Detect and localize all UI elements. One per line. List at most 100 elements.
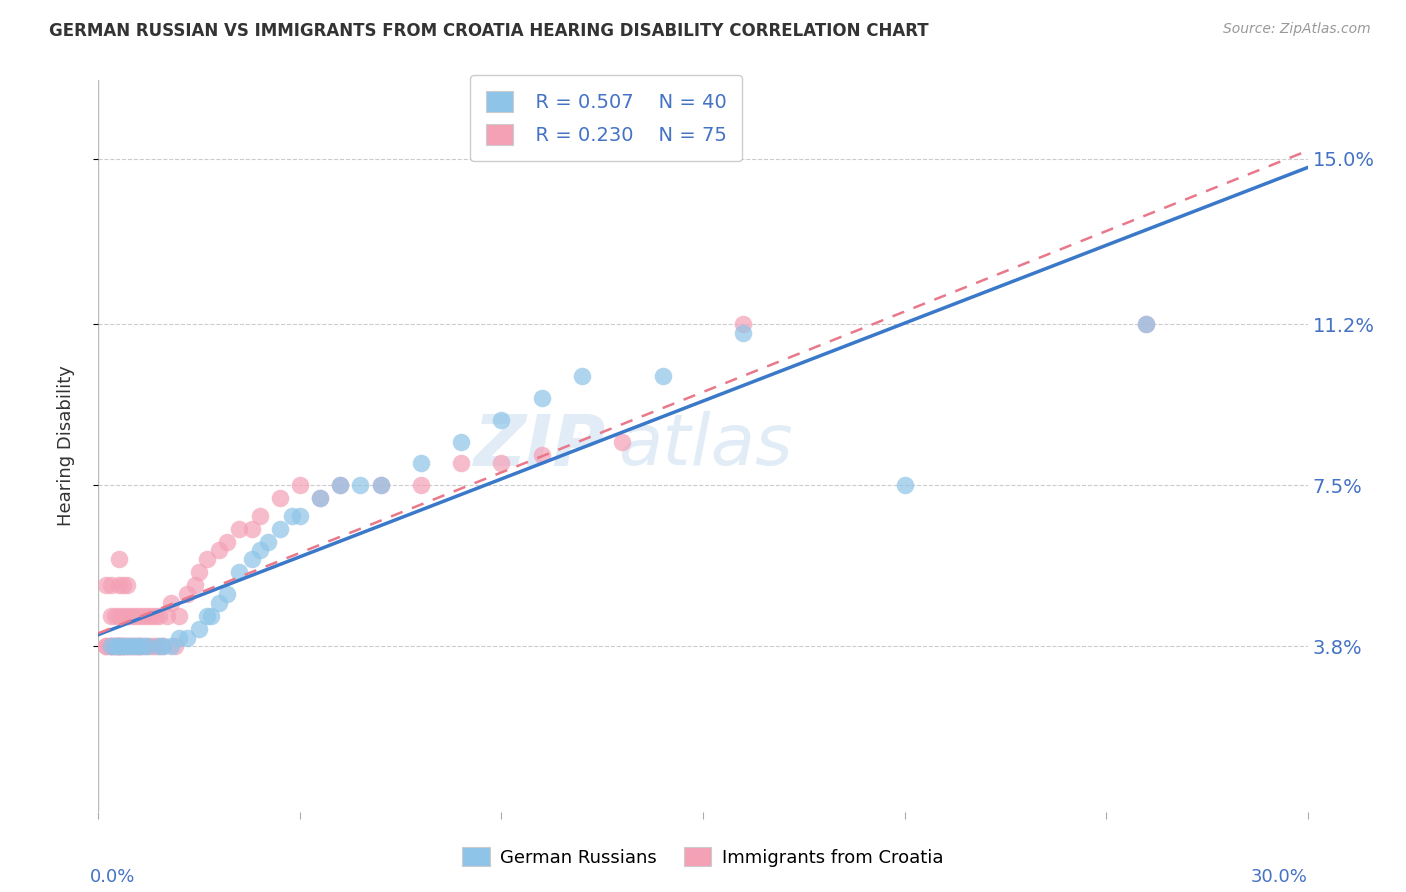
Point: [124, 640, 146, 654]
Point: [132, 640, 155, 654]
Point: [115, 608, 138, 623]
Point: [195, 552, 218, 566]
Point: [228, 522, 250, 536]
Point: [217, 587, 239, 601]
Point: [148, 608, 170, 623]
Point: [176, 631, 198, 645]
Point: [111, 640, 134, 654]
Point: [135, 640, 157, 654]
Point: [200, 608, 222, 623]
Point: [128, 640, 150, 654]
Point: [228, 566, 250, 580]
Point: [163, 640, 186, 654]
Point: [100, 578, 122, 592]
Point: [240, 552, 263, 566]
Point: [148, 640, 170, 654]
Point: [107, 552, 129, 566]
Point: [96, 578, 118, 592]
Point: [269, 491, 291, 506]
Point: [139, 640, 162, 654]
Point: [370, 478, 392, 492]
Point: [612, 434, 634, 449]
Point: [115, 578, 138, 592]
Point: [309, 491, 332, 506]
Point: [491, 413, 513, 427]
Point: [111, 608, 134, 623]
Point: [329, 478, 352, 492]
Point: [208, 596, 231, 610]
Point: [111, 640, 134, 654]
Point: [107, 578, 129, 592]
Point: [208, 543, 231, 558]
Point: [281, 508, 304, 523]
Point: [160, 640, 183, 654]
Point: [135, 640, 157, 654]
Point: [100, 608, 122, 623]
Point: [96, 640, 118, 654]
Point: [132, 608, 155, 623]
Point: [329, 478, 352, 492]
Point: [120, 640, 142, 654]
Point: [103, 640, 125, 654]
Point: [107, 640, 129, 654]
Point: [409, 457, 432, 471]
Point: [120, 640, 142, 654]
Point: [156, 608, 179, 623]
Point: [143, 608, 166, 623]
Point: [124, 640, 146, 654]
Point: [288, 478, 311, 492]
Point: [269, 522, 291, 536]
Point: [288, 508, 311, 523]
Point: [1135, 317, 1157, 331]
Point: [491, 457, 513, 471]
Point: [1135, 317, 1157, 331]
Point: [128, 640, 150, 654]
Point: [195, 608, 218, 623]
Text: GERMAN RUSSIAN VS IMMIGRANTS FROM CROATIA HEARING DISABILITY CORRELATION CHART: GERMAN RUSSIAN VS IMMIGRANTS FROM CROATI…: [49, 22, 929, 40]
Text: 0.0%: 0.0%: [90, 868, 136, 887]
Point: [107, 640, 129, 654]
Point: [103, 640, 125, 654]
Point: [160, 596, 183, 610]
Text: atlas: atlas: [619, 411, 793, 481]
Point: [100, 640, 122, 654]
Point: [370, 478, 392, 492]
Y-axis label: Hearing Disability: Hearing Disability: [56, 366, 75, 526]
Point: [103, 640, 125, 654]
Point: [450, 457, 472, 471]
Point: [450, 434, 472, 449]
Point: [115, 640, 138, 654]
Point: [124, 640, 146, 654]
Point: [96, 640, 118, 654]
Point: [107, 608, 129, 623]
Point: [152, 640, 174, 654]
Text: ZIP: ZIP: [474, 411, 606, 481]
Point: [107, 640, 129, 654]
Point: [128, 608, 150, 623]
Point: [128, 640, 150, 654]
Point: [530, 391, 553, 405]
Text: Source: ZipAtlas.com: Source: ZipAtlas.com: [1223, 22, 1371, 37]
Point: [111, 640, 134, 654]
Point: [128, 640, 150, 654]
Point: [100, 640, 122, 654]
Point: [152, 640, 174, 654]
Point: [132, 640, 155, 654]
Legend:   R = 0.507    N = 40,   R = 0.230    N = 75: R = 0.507 N = 40, R = 0.230 N = 75: [470, 75, 742, 161]
Text: 30.0%: 30.0%: [1251, 868, 1308, 887]
Point: [120, 608, 142, 623]
Point: [249, 508, 271, 523]
Legend: German Russians, Immigrants from Croatia: German Russians, Immigrants from Croatia: [456, 840, 950, 874]
Point: [217, 534, 239, 549]
Point: [188, 566, 211, 580]
Point: [143, 640, 166, 654]
Point: [249, 543, 271, 558]
Point: [309, 491, 332, 506]
Point: [107, 640, 129, 654]
Point: [115, 640, 138, 654]
Point: [111, 578, 134, 592]
Point: [103, 608, 125, 623]
Point: [893, 478, 915, 492]
Point: [733, 317, 755, 331]
Point: [240, 522, 263, 536]
